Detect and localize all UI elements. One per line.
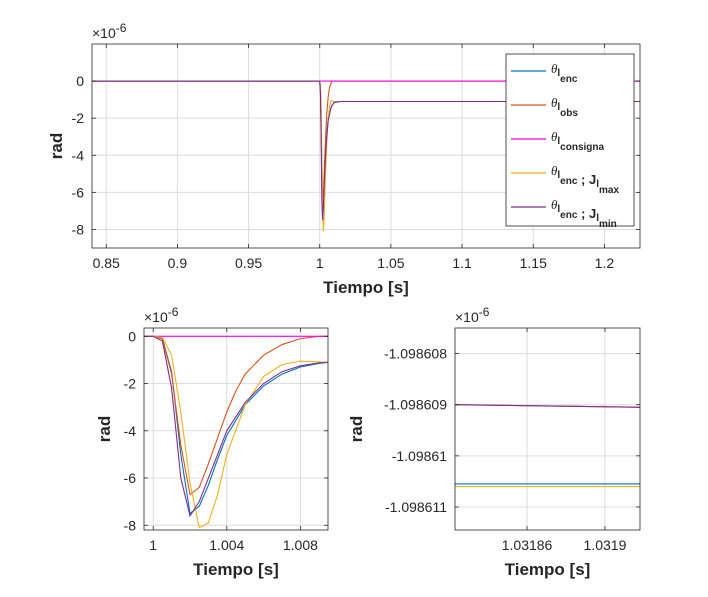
x-tick-label: 1.008 bbox=[283, 537, 318, 553]
y-tick-label: -1.09861 bbox=[392, 448, 447, 464]
legend-sep: ; bbox=[577, 172, 589, 187]
legend-subscript: max bbox=[599, 185, 619, 196]
series-line bbox=[455, 404, 640, 408]
x-tick-label: 0.85 bbox=[93, 255, 120, 271]
legend-entry: θlenc bbox=[551, 61, 578, 85]
x-tick-label: 1.15 bbox=[520, 255, 547, 271]
axis-exponent: ×10-6 bbox=[144, 305, 179, 325]
y-tick-label: -1.098611 bbox=[385, 499, 447, 515]
legend-subscript: l bbox=[557, 102, 560, 113]
legend-box bbox=[505, 53, 635, 227]
y-tick-label: -2 bbox=[124, 376, 137, 392]
series-line bbox=[144, 335, 328, 496]
series-group bbox=[144, 335, 328, 529]
legend-symbol: θ bbox=[551, 163, 558, 178]
legend-symbol: θ bbox=[551, 197, 558, 212]
x-tick-label: 1.05 bbox=[377, 255, 404, 271]
legend-subscript: enc bbox=[560, 74, 578, 85]
legend-symbol: θ bbox=[551, 129, 558, 144]
axis-exponent-power: -6 bbox=[479, 305, 490, 319]
y-tick-label: -8 bbox=[124, 517, 137, 533]
y-axis-label: rad bbox=[95, 416, 114, 442]
y-tick-label: -4 bbox=[72, 147, 85, 163]
axes-frame bbox=[91, 43, 641, 249]
legend-entry: θlobs bbox=[551, 95, 578, 119]
legend-entry: θlenc ; Jlmin bbox=[551, 197, 617, 230]
x-tick-label: 1.004 bbox=[209, 537, 244, 553]
x-tick-label: 0.95 bbox=[235, 255, 262, 271]
axis-exponent-base: ×10 bbox=[455, 309, 479, 325]
x-tick-label: 1.2 bbox=[595, 255, 615, 271]
legend-symbol: J bbox=[589, 206, 596, 221]
axis-exponent-power: -6 bbox=[168, 305, 179, 319]
x-tick-label: 1.03186 bbox=[502, 537, 553, 553]
series-line bbox=[92, 80, 640, 221]
y-tick-label: -4 bbox=[124, 423, 137, 439]
legend-symbol: θ bbox=[551, 61, 558, 76]
axis-exponent-base: ×10 bbox=[144, 309, 168, 325]
legend-subscript: min bbox=[599, 219, 617, 230]
y-tick-label: -1.098608 bbox=[384, 346, 447, 362]
x-tick-label: 1.0319 bbox=[584, 537, 627, 553]
y-axis-label: rad bbox=[347, 416, 366, 442]
axis-exponent-base: ×10 bbox=[92, 25, 116, 41]
y-axis-label: rad bbox=[47, 133, 66, 159]
legend-symbol: θ bbox=[551, 95, 558, 110]
x-tick-label: 0.9 bbox=[168, 255, 188, 271]
legend-subscript: l bbox=[557, 204, 560, 215]
legend-subscript: l bbox=[557, 170, 560, 181]
axis-exponent: ×10-6 bbox=[92, 21, 127, 41]
axis-exponent: ×10-6 bbox=[455, 305, 490, 325]
y-tick-label: -6 bbox=[124, 470, 137, 486]
y-tick-label: -1.098609 bbox=[384, 397, 447, 413]
axes-frame bbox=[454, 327, 641, 531]
y-tick-label: -8 bbox=[72, 221, 85, 237]
legend-subscript: enc bbox=[560, 176, 578, 187]
y-tick-label: -2 bbox=[72, 110, 85, 126]
y-tick-label: 0 bbox=[128, 328, 136, 344]
chart-3: 1.03186 1.0319 -1.098608 -1.098609 -1.09861 -… bbox=[347, 305, 641, 579]
plot-area bbox=[455, 328, 640, 530]
legend-subscript: l bbox=[557, 68, 560, 79]
legend-entry: θlconsigna bbox=[551, 129, 605, 153]
legend-sep: ; bbox=[577, 206, 589, 221]
legend-subscript: enc bbox=[560, 210, 578, 221]
x-axis-label: Tiempo [s] bbox=[505, 560, 591, 579]
series-line bbox=[144, 335, 328, 529]
x-tick-label: 1 bbox=[149, 537, 157, 553]
x-tick-label: 1.1 bbox=[452, 255, 472, 271]
axes-frame bbox=[143, 327, 329, 531]
legend-subscript: l bbox=[557, 136, 560, 147]
series-line bbox=[144, 335, 328, 518]
y-tick-label: -6 bbox=[72, 184, 85, 200]
x-tick-label: 1 bbox=[316, 255, 324, 271]
legend-symbol: J bbox=[589, 172, 596, 187]
series-group bbox=[455, 404, 640, 488]
chart-1: 0.85 0.9 0.95 1 1.05 1.1 1.15 1.2 0 -2 -4 -6 -8 Tiemp… bbox=[47, 21, 641, 297]
legend-subscript: consigna bbox=[560, 142, 604, 153]
legend-subscript: obs bbox=[560, 108, 578, 119]
legend-subscript: l bbox=[596, 213, 599, 224]
x-axis-label: Tiempo [s] bbox=[323, 278, 409, 297]
axis-exponent-power: -6 bbox=[116, 21, 127, 35]
x-axis-label: Tiempo [s] bbox=[193, 560, 279, 579]
y-tick-label: 0 bbox=[76, 73, 84, 89]
legend-subscript: l bbox=[596, 179, 599, 190]
legend-entry: θlenc ; Jlmax bbox=[551, 163, 619, 196]
